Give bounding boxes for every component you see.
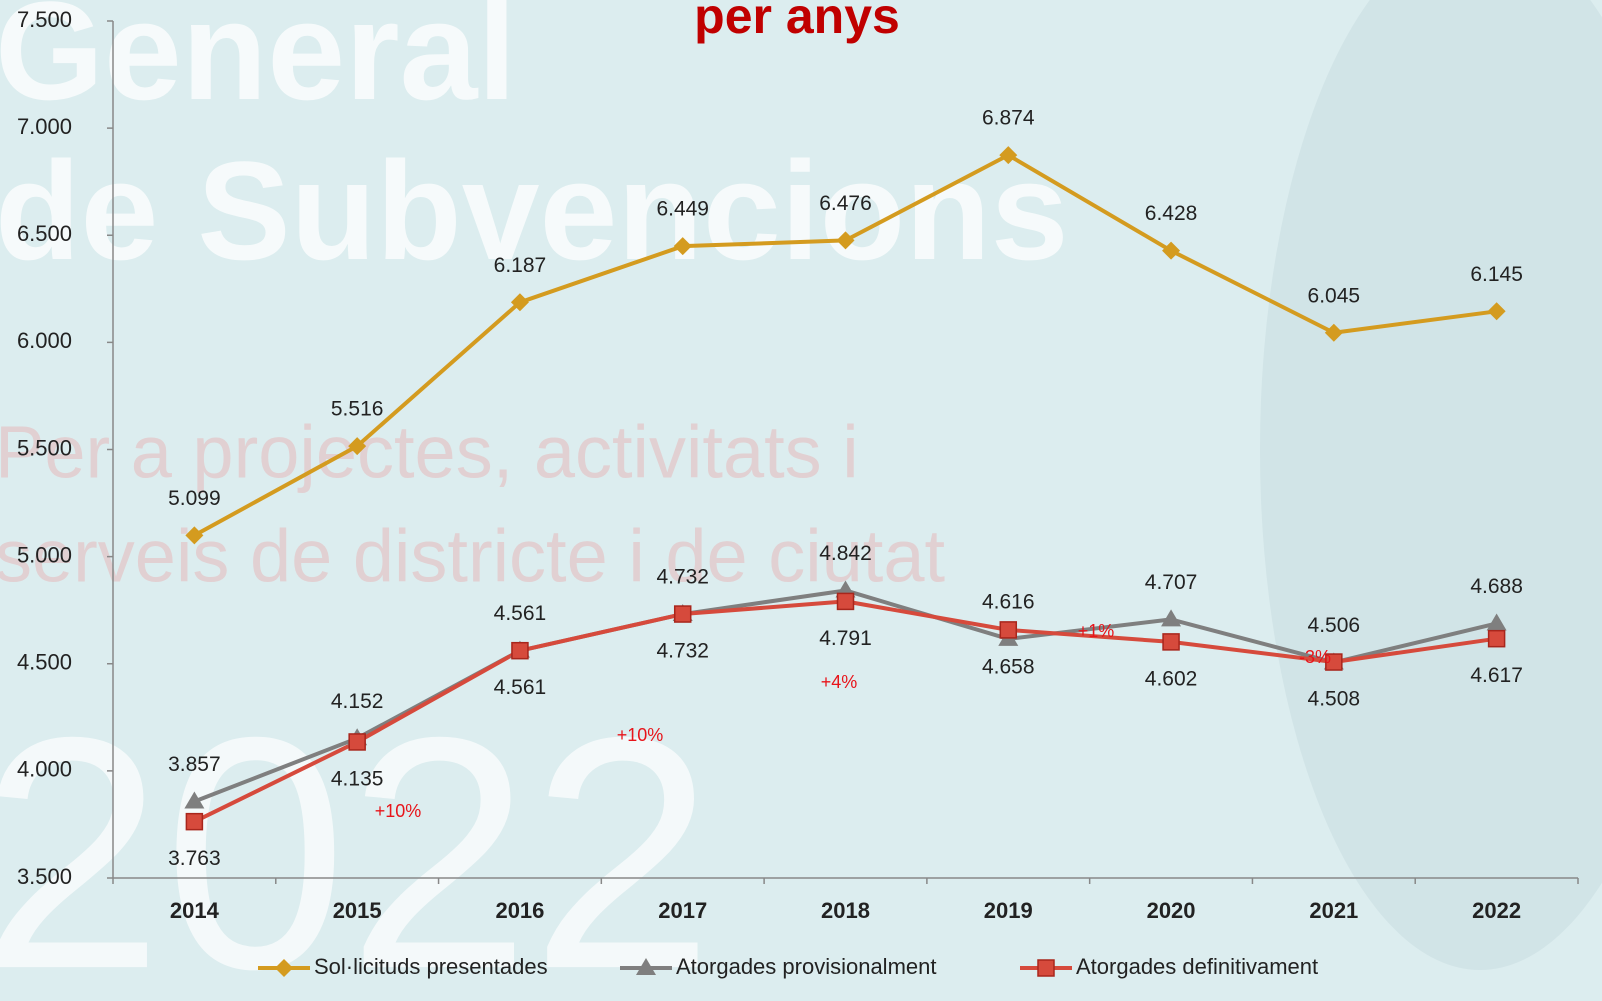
x-tick-label: 2019 <box>984 898 1033 923</box>
data-label: 6.874 <box>982 107 1035 130</box>
marker <box>838 593 854 609</box>
page: General de Subvencions Per a projectes, … <box>0 0 1602 1001</box>
data-label: 4.791 <box>819 627 872 650</box>
chart-title: per anys <box>694 0 900 44</box>
watermark: General <box>0 0 516 129</box>
marker <box>1038 960 1054 976</box>
legend-label: Atorgades definitivament <box>1076 954 1318 979</box>
data-label: 4.152 <box>331 690 384 713</box>
data-label: 3.857 <box>168 753 221 776</box>
y-tick-label: 6.500 <box>17 221 72 246</box>
data-label: 6.476 <box>819 192 872 215</box>
data-label: 6.145 <box>1470 263 1523 286</box>
data-label: 4.602 <box>1145 667 1198 690</box>
x-tick-label: 2021 <box>1309 898 1358 923</box>
x-tick-label: 2020 <box>1147 898 1196 923</box>
watermark: Per a projectes, activitats i <box>0 411 859 494</box>
chart: General de Subvencions Per a projectes, … <box>0 0 1602 1001</box>
y-tick-label: 4.500 <box>17 650 72 675</box>
y-tick-label: 3.500 <box>17 864 72 889</box>
data-label: 4.842 <box>819 542 872 565</box>
x-tick-label: 2015 <box>333 898 382 923</box>
data-label: 4.732 <box>656 566 709 589</box>
annotation: -3% <box>1299 647 1331 667</box>
x-tick-label: 2018 <box>821 898 870 923</box>
data-label: 6.428 <box>1145 202 1198 225</box>
y-tick-label: 7.000 <box>17 114 72 139</box>
data-label: 4.732 <box>656 640 709 663</box>
data-label: 5.516 <box>331 398 384 421</box>
y-tick-label: 7.500 <box>17 7 72 32</box>
data-label: 4.688 <box>1470 575 1523 598</box>
annotation: +4% <box>821 672 858 692</box>
annotation: +10% <box>375 801 422 821</box>
data-label: 5.099 <box>168 487 221 510</box>
watermark: serveis de districte i de ciutat <box>0 515 946 598</box>
data-label: 4.506 <box>1308 614 1361 637</box>
data-label: 6.449 <box>656 198 709 221</box>
legend-label: Atorgades provisionalment <box>676 954 936 979</box>
y-tick-label: 4.000 <box>17 757 72 782</box>
data-label: 4.561 <box>494 602 547 625</box>
data-label: 6.045 <box>1308 284 1361 307</box>
y-tick-label: 6.000 <box>17 328 72 353</box>
data-label: 4.508 <box>1308 688 1361 711</box>
x-tick-label: 2022 <box>1472 898 1521 923</box>
marker <box>512 643 528 659</box>
x-tick-label: 2014 <box>170 898 220 923</box>
marker <box>1000 622 1016 638</box>
annotation: +1% <box>1078 621 1115 641</box>
annotation: +10% <box>617 725 664 745</box>
data-label: 4.616 <box>982 590 1035 613</box>
data-label: 6.187 <box>494 254 547 277</box>
data-label: 4.135 <box>331 767 384 790</box>
data-label: 3.763 <box>168 847 221 870</box>
data-label: 4.707 <box>1145 571 1198 594</box>
legend-label: Sol·licituds presentades <box>314 954 548 979</box>
y-tick-label: 5.000 <box>17 542 72 567</box>
data-label: 4.617 <box>1470 664 1523 687</box>
marker <box>1489 631 1505 647</box>
data-label: 4.561 <box>494 676 547 699</box>
marker <box>186 814 202 830</box>
marker <box>349 734 365 750</box>
x-tick-label: 2017 <box>658 898 707 923</box>
watermark: 2022 <box>0 668 714 1001</box>
y-tick-label: 5.500 <box>17 435 72 460</box>
x-tick-label: 2016 <box>495 898 544 923</box>
marker <box>1163 634 1179 650</box>
marker <box>675 606 691 622</box>
data-label: 4.658 <box>982 655 1035 678</box>
